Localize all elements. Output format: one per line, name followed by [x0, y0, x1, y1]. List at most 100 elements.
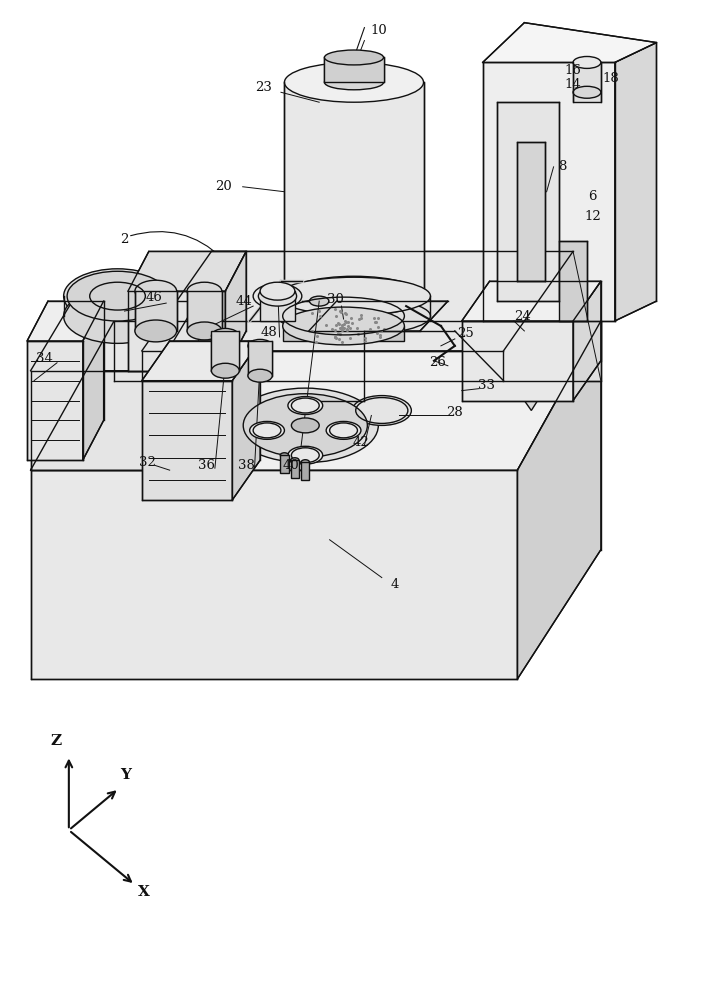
Polygon shape: [283, 326, 404, 341]
Ellipse shape: [278, 277, 430, 315]
Polygon shape: [482, 62, 615, 321]
Text: 2: 2: [121, 233, 129, 246]
Text: Y: Y: [121, 768, 131, 782]
Polygon shape: [27, 301, 104, 341]
Ellipse shape: [232, 388, 379, 463]
Text: 6: 6: [588, 190, 597, 203]
Text: 34: 34: [36, 352, 53, 365]
Polygon shape: [142, 251, 573, 351]
Polygon shape: [142, 381, 232, 500]
Polygon shape: [114, 321, 601, 381]
Ellipse shape: [135, 280, 177, 302]
Text: 33: 33: [478, 379, 496, 392]
Polygon shape: [462, 281, 601, 321]
Polygon shape: [212, 331, 239, 371]
Polygon shape: [482, 23, 657, 62]
Polygon shape: [496, 102, 559, 301]
Ellipse shape: [250, 421, 285, 439]
Text: X: X: [138, 885, 150, 899]
Polygon shape: [559, 241, 587, 321]
Polygon shape: [260, 291, 295, 321]
Ellipse shape: [325, 75, 383, 90]
Ellipse shape: [326, 421, 361, 439]
Ellipse shape: [288, 446, 322, 464]
Polygon shape: [517, 321, 601, 679]
Ellipse shape: [248, 369, 272, 382]
Ellipse shape: [301, 460, 309, 465]
Ellipse shape: [212, 363, 239, 378]
Polygon shape: [573, 281, 601, 401]
Ellipse shape: [212, 328, 239, 343]
Text: 4: 4: [390, 578, 398, 591]
Polygon shape: [156, 301, 198, 470]
Polygon shape: [31, 371, 156, 470]
Ellipse shape: [352, 396, 411, 425]
Polygon shape: [462, 321, 573, 401]
Ellipse shape: [309, 296, 329, 306]
Text: 28: 28: [447, 406, 463, 419]
Text: 32: 32: [139, 456, 156, 469]
Ellipse shape: [243, 394, 367, 457]
Ellipse shape: [187, 282, 222, 300]
Polygon shape: [308, 301, 448, 331]
Ellipse shape: [288, 397, 322, 414]
Polygon shape: [187, 291, 222, 331]
Text: 16: 16: [564, 64, 582, 77]
Ellipse shape: [187, 322, 222, 340]
Ellipse shape: [285, 62, 423, 102]
Polygon shape: [135, 291, 177, 331]
Text: 8: 8: [559, 160, 567, 173]
Text: 20: 20: [215, 180, 232, 193]
Text: 46: 46: [146, 291, 163, 304]
Text: 10: 10: [370, 24, 387, 37]
Polygon shape: [280, 455, 289, 473]
Polygon shape: [128, 251, 246, 291]
Polygon shape: [225, 251, 246, 371]
Ellipse shape: [259, 286, 297, 306]
Polygon shape: [301, 462, 309, 480]
Ellipse shape: [67, 271, 168, 321]
Ellipse shape: [280, 453, 289, 458]
Text: 36: 36: [198, 459, 215, 472]
Ellipse shape: [260, 282, 295, 300]
Ellipse shape: [64, 269, 172, 323]
Polygon shape: [83, 301, 104, 460]
Text: 23: 23: [255, 81, 272, 94]
Ellipse shape: [292, 418, 319, 433]
Polygon shape: [31, 470, 517, 679]
Text: 12: 12: [584, 210, 601, 223]
Polygon shape: [325, 57, 383, 82]
Polygon shape: [248, 341, 272, 376]
Text: 14: 14: [565, 78, 581, 91]
Text: Z: Z: [50, 734, 62, 748]
Text: 18: 18: [603, 72, 620, 85]
Text: 42: 42: [353, 436, 369, 449]
Ellipse shape: [135, 320, 177, 342]
Text: 40: 40: [283, 459, 300, 472]
Text: 24: 24: [515, 310, 531, 323]
Text: 26: 26: [429, 356, 446, 369]
Text: 25: 25: [457, 327, 474, 340]
Ellipse shape: [573, 86, 601, 98]
Polygon shape: [510, 271, 601, 410]
Polygon shape: [27, 341, 83, 460]
Polygon shape: [31, 321, 601, 470]
Polygon shape: [142, 341, 260, 381]
Polygon shape: [573, 62, 601, 102]
Polygon shape: [285, 82, 423, 296]
Ellipse shape: [325, 50, 383, 65]
Ellipse shape: [285, 276, 423, 316]
Polygon shape: [517, 142, 545, 281]
Polygon shape: [615, 43, 657, 321]
Text: 30: 30: [327, 293, 343, 306]
Polygon shape: [232, 341, 260, 500]
Ellipse shape: [278, 297, 430, 335]
Ellipse shape: [283, 307, 404, 345]
Ellipse shape: [573, 56, 601, 68]
Text: 48: 48: [260, 326, 277, 339]
Ellipse shape: [64, 289, 172, 343]
Ellipse shape: [291, 458, 299, 463]
Text: 38: 38: [238, 459, 254, 472]
Text: 44: 44: [236, 295, 252, 308]
Polygon shape: [31, 301, 198, 371]
